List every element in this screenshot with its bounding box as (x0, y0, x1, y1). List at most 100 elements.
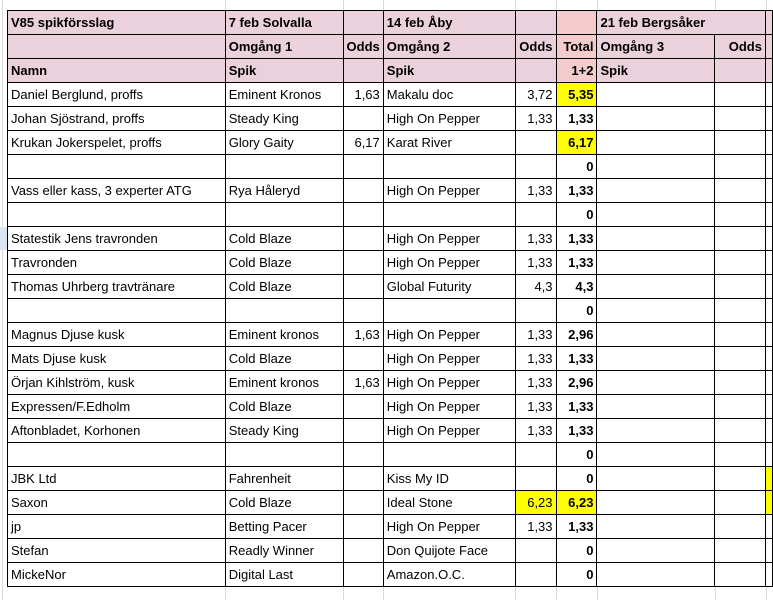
cell-odds-leg3[interactable] (714, 82, 766, 107)
cell-spik-leg3[interactable] (596, 514, 716, 539)
cell-total[interactable]: 1,33 (555, 418, 598, 443)
cell-total[interactable]: 0 (555, 298, 598, 323)
cell-tipster-name[interactable] (7, 298, 226, 323)
cell-total[interactable]: 2,96 (555, 370, 598, 395)
cell-odds-leg3[interactable] (714, 322, 766, 347)
cell-spik-leg3[interactable] (596, 298, 716, 323)
cell-odds-leg1[interactable] (342, 418, 384, 443)
leg1-date-cell[interactable]: 7 feb Solvalla (224, 10, 344, 35)
cell-spik-leg1[interactable]: Eminent kronos (224, 370, 344, 395)
cell-spik-leg3[interactable] (596, 322, 716, 347)
cell-odds-leg2[interactable]: 6,23 (514, 490, 557, 515)
cell-odds-leg3[interactable] (714, 226, 766, 251)
cell-spik-leg2[interactable]: Karat River (382, 130, 516, 155)
cell-spik-leg1[interactable] (224, 442, 344, 467)
cell-spik-leg1[interactable]: Glory Gaity (224, 130, 344, 155)
cell-odds-leg2[interactable] (514, 538, 557, 563)
cell-spik-leg3[interactable] (596, 538, 716, 563)
cell-tipster-name[interactable]: Travronden (7, 250, 226, 275)
cell-odds-leg2[interactable] (514, 562, 557, 587)
cell-odds-leg3[interactable] (714, 130, 766, 155)
cell-odds-leg3[interactable] (714, 370, 766, 395)
cell-odds-leg2[interactable] (514, 130, 557, 155)
cell-odds-leg2[interactable] (514, 442, 557, 467)
cell-total[interactable]: 1,33 (555, 178, 598, 203)
cell-spik-leg2[interactable] (382, 202, 516, 227)
leg3-date-cell[interactable]: 21 feb Bergsåker (596, 10, 766, 35)
cell-tipster-name[interactable]: MickeNor (7, 562, 226, 587)
cell-spik-leg2[interactable]: High On Pepper (382, 322, 516, 347)
cell-spik-leg2[interactable]: High On Pepper (382, 418, 516, 443)
cell-odds-leg2[interactable]: 1,33 (514, 514, 557, 539)
cell-odds-leg2[interactable]: 1,33 (514, 346, 557, 371)
cell-spik-leg3[interactable] (596, 82, 716, 107)
cell-odds-leg2[interactable]: 3,72 (514, 82, 557, 107)
cell-odds-leg3[interactable] (714, 106, 766, 131)
cell-total[interactable]: 0 (555, 562, 598, 587)
total-label-cell[interactable]: Total (555, 34, 598, 59)
cell-odds-leg1[interactable] (342, 394, 384, 419)
cell-spik-leg2[interactable]: High On Pepper (382, 226, 516, 251)
cell-tipster-name[interactable]: Saxon (7, 490, 226, 515)
cell-total[interactable]: 0 (555, 538, 598, 563)
cell-tipster-name[interactable]: Johan Sjöstrand, proffs (7, 106, 226, 131)
cell-spik-leg1[interactable]: Cold Blaze (224, 250, 344, 275)
cell-spik-leg1[interactable]: Eminent kronos (224, 322, 344, 347)
cell-total[interactable]: 0 (555, 202, 598, 227)
leg2-label-cell[interactable]: Omgång 2 (382, 34, 516, 59)
spik3-column-header[interactable]: Spik (596, 58, 716, 83)
cell-odds-leg1[interactable] (342, 466, 384, 491)
cell-odds-leg3[interactable] (714, 538, 766, 563)
cell-odds-leg1[interactable] (342, 154, 384, 179)
cell-spik-leg1[interactable]: Fahrenheit (224, 466, 344, 491)
cell-total[interactable]: 1,33 (555, 346, 598, 371)
cell-odds-leg1[interactable] (342, 298, 384, 323)
empty-header-cell[interactable] (514, 58, 557, 83)
cell-spik-leg2[interactable]: High On Pepper (382, 178, 516, 203)
cell-odds-leg3[interactable] (714, 562, 766, 587)
cell-odds-leg2[interactable]: 1,33 (514, 226, 557, 251)
cell-total[interactable]: 6,23 (555, 490, 598, 515)
cell-spik-leg3[interactable] (596, 274, 716, 299)
cell-odds-leg2[interactable]: 1,33 (514, 370, 557, 395)
cell-spik-leg3[interactable] (596, 130, 716, 155)
cell-odds-leg3[interactable] (714, 466, 766, 491)
cell-odds-leg3[interactable] (714, 418, 766, 443)
cell-odds-leg3[interactable] (714, 250, 766, 275)
cell-spik-leg2[interactable] (382, 154, 516, 179)
cell-spik-leg2[interactable]: Ideal Stone (382, 490, 516, 515)
cell-spik-leg2[interactable]: High On Pepper (382, 514, 516, 539)
cell-odds-leg1[interactable] (342, 106, 384, 131)
cell-spik-leg3[interactable] (596, 250, 716, 275)
cell-spik-leg3[interactable] (596, 154, 716, 179)
cell-spik-leg3[interactable] (596, 562, 716, 587)
cell-total[interactable]: 6,17 (555, 130, 598, 155)
cell-odds-leg1[interactable] (342, 514, 384, 539)
cell-spik-leg2[interactable]: Amazon.O.C. (382, 562, 516, 587)
cell-total[interactable]: 0 (555, 442, 598, 467)
cell-total[interactable]: 1,33 (555, 514, 598, 539)
spik1-column-header[interactable]: Spik (224, 58, 344, 83)
cell-tipster-name[interactable]: Mats Djuse kusk (7, 346, 226, 371)
cell-spik-leg1[interactable]: Readly Winner (224, 538, 344, 563)
cell-spik-leg2[interactable]: High On Pepper (382, 370, 516, 395)
cell-odds-leg3[interactable] (714, 298, 766, 323)
cell-spik-leg1[interactable]: Cold Blaze (224, 226, 344, 251)
cell-spik-leg1[interactable] (224, 154, 344, 179)
cell-tipster-name[interactable]: Magnus Djuse kusk (7, 322, 226, 347)
cell-odds-leg1[interactable] (342, 562, 384, 587)
cell-spik-leg1[interactable]: Cold Blaze (224, 346, 344, 371)
cell-odds-leg1[interactable] (342, 202, 384, 227)
cell-spik-leg3[interactable] (596, 418, 716, 443)
empty-header-cell[interactable] (514, 10, 557, 35)
cell-odds-leg1[interactable]: 1,63 (342, 370, 384, 395)
cell-tipster-name[interactable]: Vass eller kass, 3 experter ATG (7, 178, 226, 203)
cell-odds-leg3[interactable] (714, 202, 766, 227)
cell-odds-leg2[interactable] (514, 154, 557, 179)
cell-odds-leg2[interactable] (514, 298, 557, 323)
cell-spik-leg2[interactable]: High On Pepper (382, 394, 516, 419)
cell-odds-leg2[interactable]: 1,33 (514, 178, 557, 203)
cell-spik-leg2[interactable]: High On Pepper (382, 346, 516, 371)
spik2-column-header[interactable]: Spik (382, 58, 516, 83)
cell-odds-leg2[interactable] (514, 466, 557, 491)
